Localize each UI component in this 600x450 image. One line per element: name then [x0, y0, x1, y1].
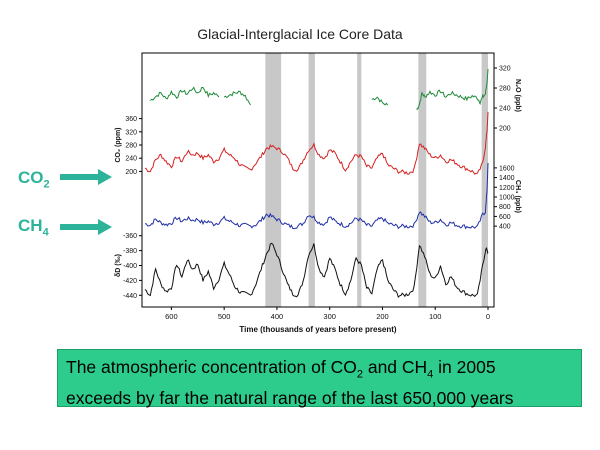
caption-sub-co2: 2 — [356, 368, 363, 381]
interglacial-band-3 — [418, 53, 427, 307]
axis-title-ch4: CH₄ (ppb) — [514, 180, 521, 213]
caption-box: The atmospheric concentration of CO2 and… — [57, 349, 582, 408]
tick-label-δd: -380 — [123, 248, 137, 255]
series-line-n2o-seg-2 — [371, 96, 389, 106]
series-line-n2o-seg-0 — [149, 86, 220, 101]
x-tick-label: 600 — [165, 312, 178, 321]
tick-label-n2o: 320 — [499, 66, 511, 73]
tick-label-n2o: 280 — [499, 86, 511, 93]
interglacial-band-0 — [265, 53, 282, 307]
interglacial-band-1 — [308, 53, 315, 307]
co2-label-text: CO — [18, 168, 44, 187]
co2-arrow — [60, 169, 112, 185]
chart-title: Glacial-Interglacial Ice Core Data — [197, 26, 403, 42]
caption-part-a: The atmospheric concentration of CO — [66, 357, 357, 377]
series-line-co2 — [144, 111, 489, 175]
interglacial-bands — [265, 53, 488, 307]
tick-label-co2: 320 — [125, 129, 137, 136]
ice-core-chart: Glacial-Interglacial Ice Core Data 200 24… — [60, 18, 521, 338]
tick-label-n2o: 240 — [499, 106, 511, 113]
tick-label-ch4: 1200 — [499, 185, 515, 192]
ch4-label-text: CH — [18, 216, 43, 235]
tick-label-co2: 200 — [125, 169, 137, 176]
chart-background — [118, 18, 496, 338]
tick-label-δd: -400 — [123, 263, 137, 270]
co2-label-sub: 2 — [43, 178, 50, 191]
caption-line-2: exceeds by far the natural range of the … — [66, 387, 514, 408]
ch4-label-sub: 4 — [42, 226, 49, 239]
tick-label-co2: 240 — [125, 156, 137, 163]
tick-label-ch4: 1000 — [499, 194, 515, 201]
series-line-n2o-seg-1 — [223, 90, 251, 106]
x-tick-label: 400 — [271, 312, 284, 321]
x-axis-label: Time (thousands of years before present) — [239, 325, 397, 334]
tick-label-δd: -420 — [123, 278, 137, 285]
ch4-pointer-label: CH4 — [18, 216, 49, 238]
tick-label-ch4: 1600 — [499, 165, 515, 172]
co2-pointer-label: CO2 — [18, 168, 50, 190]
series-line-δd — [144, 242, 489, 299]
caption-line-1: The atmospheric concentration of CO2 and… — [66, 356, 573, 387]
interglacial-band-4 — [481, 53, 488, 307]
x-tick-label: 100 — [429, 312, 442, 321]
caption-part-e: in 2005 — [433, 357, 496, 377]
series-layer — [144, 68, 489, 299]
series-line-n2o-seg-3 — [416, 68, 489, 111]
tick-label-ch4: 400 — [499, 224, 511, 231]
interglacial-band-2 — [357, 53, 362, 307]
caption-part-c: and CH — [362, 357, 428, 377]
tick-label-n2o: 200 — [499, 126, 511, 133]
tick-label-δd: -440 — [123, 293, 137, 300]
axis-title-n2o: N₂O (ppb) — [514, 79, 521, 112]
x-tick-label: 0 — [486, 312, 490, 321]
caption-sub-ch4: 4 — [427, 368, 434, 381]
series-line-ch4 — [144, 162, 489, 230]
tick-label-ch4: 800 — [499, 204, 511, 211]
tick-label-co2: 280 — [125, 143, 137, 150]
tick-label-co2: 360 — [125, 116, 137, 123]
tick-label-ch4: 600 — [499, 214, 511, 221]
x-tick-label: 200 — [376, 312, 389, 321]
axis-title-δd: δD (‰) — [115, 254, 122, 277]
x-tick-label: 500 — [218, 312, 231, 321]
ch4-arrow — [60, 219, 112, 235]
x-tick-label: 300 — [323, 312, 336, 321]
tick-label-ch4: 1400 — [499, 175, 515, 182]
axis-title-co2: CO₂ (ppm) — [115, 128, 122, 163]
tick-label-δd: -360 — [123, 233, 137, 240]
